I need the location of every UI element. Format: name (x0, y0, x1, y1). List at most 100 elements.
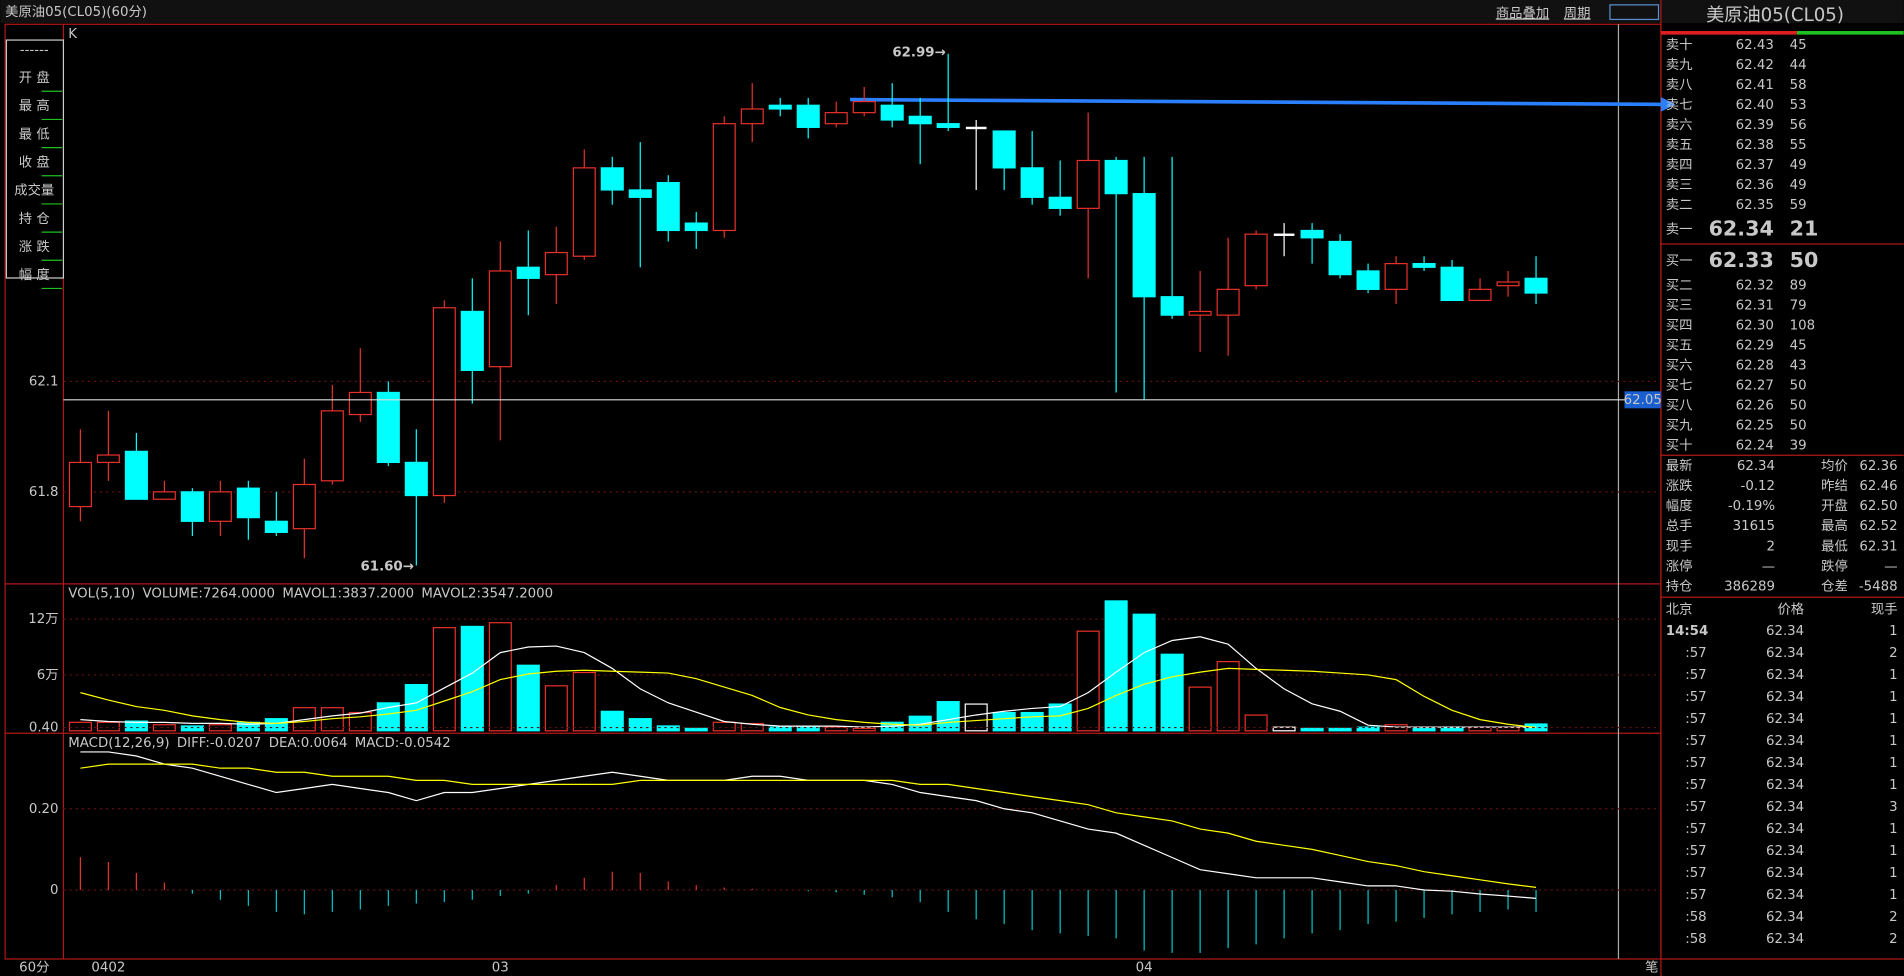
candle-body (1048, 196, 1072, 209)
candle-body (656, 181, 680, 232)
book-label: 卖七 (1666, 97, 1693, 113)
book-volume: 50 (1790, 248, 1819, 272)
stat-value: 62.31 (1859, 539, 1897, 554)
candle-body (516, 266, 540, 279)
stat-value: 62.36 (1859, 459, 1897, 474)
volume-bar (1188, 686, 1212, 732)
legend-label: 最 低 (19, 126, 50, 142)
trade-price: 62.34 (1766, 888, 1804, 903)
trade-volume: 3 (1889, 800, 1898, 815)
trade-volume: 1 (1889, 778, 1898, 793)
volume-bar (264, 718, 288, 732)
book-price: 62.31 (1736, 298, 1774, 313)
book-volume: 89 (1790, 278, 1807, 293)
volume-bar (516, 664, 540, 732)
volume-bar (1132, 613, 1156, 732)
toolbar-button[interactable]: 商品叠加 (1496, 5, 1549, 21)
candle-body (236, 487, 260, 519)
stat-value: -5488 (1859, 579, 1898, 594)
trade-price: 62.34 (1766, 712, 1804, 727)
candle-body (208, 491, 232, 522)
book-label: 卖五 (1666, 137, 1693, 153)
footer: 笔 (1645, 960, 1658, 976)
candle-body (1160, 296, 1184, 316)
trade-price: 62.34 (1766, 646, 1804, 661)
crosshair-label-bg (1624, 391, 1661, 409)
candle-body (1412, 262, 1436, 268)
book-label: 卖四 (1666, 157, 1693, 173)
trades-header: 现手 (1871, 601, 1898, 617)
volume-bar (376, 702, 400, 732)
book-price: 62.42 (1736, 58, 1774, 73)
book-label: 买十 (1666, 438, 1693, 454)
book-price: 62.39 (1736, 118, 1774, 133)
trade-time: :57 (1685, 734, 1706, 749)
trade-price: 62.34 (1766, 910, 1804, 925)
candle-body (1076, 159, 1100, 209)
trade-volume: 2 (1889, 910, 1898, 925)
candle-body (1524, 277, 1548, 294)
candle-body (460, 310, 484, 371)
y-tick-label: 0.40 (29, 721, 59, 736)
candle-body (965, 126, 987, 130)
book-label: 买六 (1666, 357, 1693, 373)
trade-price: 62.34 (1766, 734, 1804, 749)
candle-body (600, 167, 624, 191)
high-annotation: 62.99→ (892, 46, 945, 61)
y-tick-label: 0 (50, 883, 59, 898)
book-price: 62.41 (1736, 78, 1774, 93)
indicator-header: VOLUME:7264.0000 (143, 587, 276, 602)
volume-bar (1412, 727, 1436, 732)
book-price: 62.24 (1736, 439, 1774, 454)
trade-time: :57 (1685, 822, 1706, 837)
trades-header: 价格 (1777, 601, 1804, 617)
trade-time: :57 (1685, 756, 1706, 771)
book-label: 买四 (1666, 317, 1693, 333)
trade-price: 62.34 (1766, 756, 1804, 771)
toolbar-button[interactable]: 周期 (1564, 5, 1591, 21)
book-volume: 39 (1790, 439, 1807, 454)
trade-price: 62.34 (1766, 866, 1804, 881)
candle-body (488, 270, 512, 368)
zoom-buttons[interactable] (1609, 4, 1660, 21)
candle-body (404, 461, 428, 497)
stat-value: — (1762, 559, 1775, 574)
volume-bar (964, 703, 988, 732)
legend-label: 幅 度 (19, 267, 50, 283)
stat-value: — (1884, 559, 1897, 574)
trade-price: 62.34 (1766, 844, 1804, 859)
book-volume: 59 (1790, 198, 1807, 213)
candle-body (1440, 266, 1464, 302)
candle-body (1300, 229, 1324, 239)
volume-bar (544, 685, 568, 732)
stat-label: 幅度 (1666, 498, 1693, 514)
stat-label: 开盘 (1821, 497, 1848, 514)
trade-volume: 1 (1889, 844, 1898, 859)
stat-label: 昨结 (1821, 478, 1848, 494)
stat-value: 2 (1767, 539, 1776, 554)
stat-value: -0.12 (1741, 479, 1776, 494)
volume-bar (628, 718, 652, 732)
trade-price: 62.34 (1766, 624, 1804, 639)
x-tick-label: 0402 (91, 961, 125, 976)
trade-volume: 1 (1889, 888, 1898, 903)
indicator-header: VOL(5,10) (68, 587, 135, 602)
volume-bar (852, 727, 876, 732)
candle-body (152, 491, 176, 500)
legend-label: 收 盘 (19, 153, 50, 170)
candle-body (1132, 193, 1156, 298)
candle-body (684, 222, 708, 232)
book-volume: 53 (1790, 98, 1807, 113)
legend-label: 持 仓 (19, 211, 50, 227)
candle-body (264, 520, 288, 533)
candle-body (1468, 288, 1492, 302)
candle-body (908, 115, 932, 125)
volume-bar (936, 701, 960, 732)
volume-bar (432, 627, 456, 732)
stat-value: -0.19% (1728, 499, 1775, 514)
y-tick-label: 12万 (28, 612, 58, 627)
candle-body (740, 108, 764, 125)
low-annotation: 61.60→ (360, 560, 413, 575)
candle-body (180, 491, 204, 522)
trade-time: :58 (1685, 932, 1706, 947)
